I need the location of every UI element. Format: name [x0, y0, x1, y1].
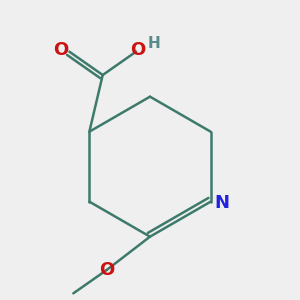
Text: H: H [148, 36, 161, 51]
Text: N: N [215, 194, 230, 212]
Text: O: O [130, 41, 145, 59]
Text: O: O [99, 261, 114, 279]
Text: O: O [53, 41, 69, 59]
